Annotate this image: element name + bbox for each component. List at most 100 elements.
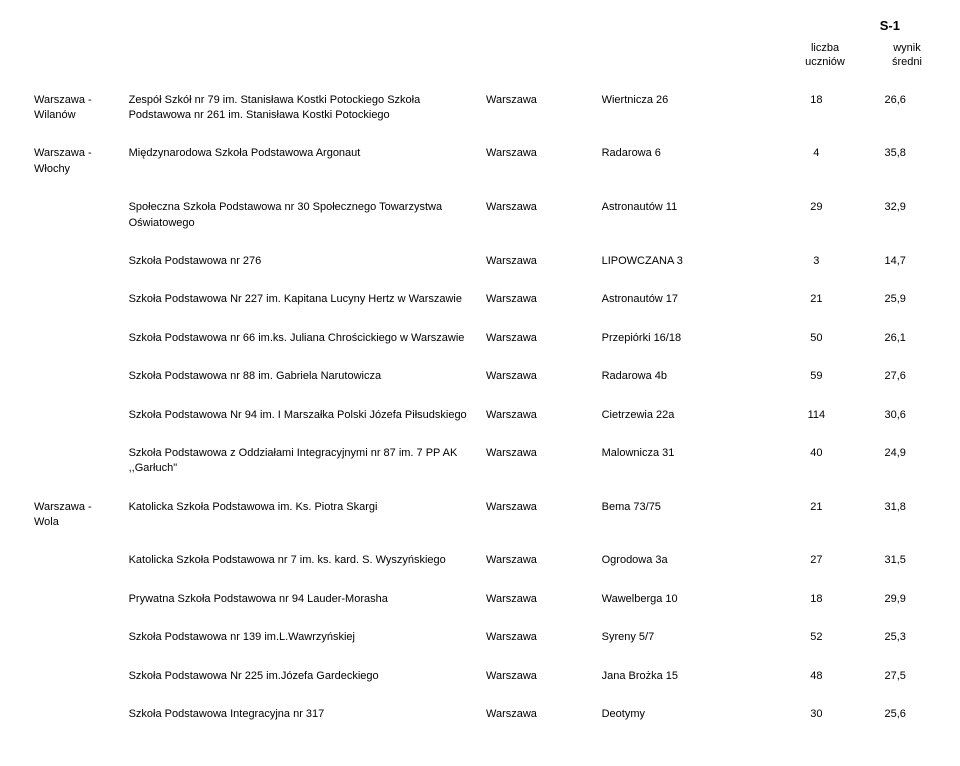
average-cell: 27,5 xyxy=(858,660,932,698)
average-cell: 25,3 xyxy=(858,621,932,659)
address-cell: Wawelberga 10 xyxy=(596,583,775,621)
city-cell: Warszawa xyxy=(480,137,596,191)
school-cell: Zespół Szkół nr 79 im. Stanisława Kostki… xyxy=(123,84,480,138)
students-cell: 52 xyxy=(774,621,858,659)
school-cell: Szkoła Podstawowa Integracyjna nr 317 xyxy=(123,698,480,736)
header-average: wynik średni xyxy=(882,41,932,70)
school-cell: Szkoła Podstawowa nr 88 im. Gabriela Nar… xyxy=(123,360,480,398)
header-average-line2: średni xyxy=(892,56,922,68)
city-cell: Warszawa xyxy=(480,621,596,659)
students-cell: 40 xyxy=(774,437,858,491)
district-cell xyxy=(28,544,123,582)
address-cell: Syreny 5/7 xyxy=(596,621,775,659)
school-cell: Społeczna Szkoła Podstawowa nr 30 Społec… xyxy=(123,191,480,245)
students-cell: 59 xyxy=(774,360,858,398)
average-cell: 32,9 xyxy=(858,191,932,245)
school-cell: Katolicka Szkoła Podstawowa nr 7 im. ks.… xyxy=(123,544,480,582)
district-cell xyxy=(28,245,123,283)
average-cell: 31,8 xyxy=(858,491,932,545)
average-cell: 26,6 xyxy=(858,84,932,138)
page-container: S-1 liczba uczniów wynik średni Warszawa… xyxy=(0,0,960,766)
address-cell: Wiertnicza 26 xyxy=(596,84,775,138)
address-cell: LIPOWCZANA 3 xyxy=(596,245,775,283)
students-cell: 48 xyxy=(774,660,858,698)
students-cell: 30 xyxy=(774,698,858,736)
district-cell xyxy=(28,399,123,437)
district-cell xyxy=(28,583,123,621)
students-cell: 3 xyxy=(774,245,858,283)
district-cell: Warszawa - Włochy xyxy=(28,137,123,191)
city-cell: Warszawa xyxy=(480,698,596,736)
table-row: Społeczna Szkoła Podstawowa nr 30 Społec… xyxy=(28,191,932,245)
city-cell: Warszawa xyxy=(480,283,596,321)
district-cell xyxy=(28,698,123,736)
header-students-line2: uczniów xyxy=(805,56,845,68)
header-average-line1: wynik xyxy=(893,42,921,54)
table-row: Szkoła Podstawowa nr 276WarszawaLIPOWCZA… xyxy=(28,245,932,283)
school-cell: Międzynarodowa Szkoła Podstawowa Argonau… xyxy=(123,137,480,191)
average-cell: 27,6 xyxy=(858,360,932,398)
address-cell: Astronautów 17 xyxy=(596,283,775,321)
city-cell: Warszawa xyxy=(480,583,596,621)
school-cell: Szkoła Podstawowa Nr 227 im. Kapitana Lu… xyxy=(123,283,480,321)
district-cell xyxy=(28,322,123,360)
average-cell: 30,6 xyxy=(858,399,932,437)
table-row: Warszawa - WłochyMiędzynarodowa Szkoła P… xyxy=(28,137,932,191)
city-cell: Warszawa xyxy=(480,322,596,360)
address-cell: Astronautów 11 xyxy=(596,191,775,245)
address-cell: Jana Brożka 15 xyxy=(596,660,775,698)
city-cell: Warszawa xyxy=(480,84,596,138)
header-students: liczba uczniów xyxy=(800,41,850,70)
school-cell: Szkoła Podstawowa Nr 94 im. I Marszałka … xyxy=(123,399,480,437)
city-cell: Warszawa xyxy=(480,245,596,283)
page-code: S-1 xyxy=(880,18,900,33)
city-cell: Warszawa xyxy=(480,399,596,437)
average-cell: 14,7 xyxy=(858,245,932,283)
district-cell xyxy=(28,660,123,698)
average-cell: 35,8 xyxy=(858,137,932,191)
table-row: Katolicka Szkoła Podstawowa nr 7 im. ks.… xyxy=(28,544,932,582)
table-row: Szkoła Podstawowa Nr 94 im. I Marszałka … xyxy=(28,399,932,437)
average-cell: 29,9 xyxy=(858,583,932,621)
school-cell: Szkoła Podstawowa nr 66 im.ks. Juliana C… xyxy=(123,322,480,360)
schools-table-body: Warszawa - WilanówZespół Szkół nr 79 im.… xyxy=(28,84,932,737)
table-row: Szkoła Podstawowa nr 66 im.ks. Juliana C… xyxy=(28,322,932,360)
header-students-line1: liczba xyxy=(811,42,839,54)
table-row: Szkoła Podstawowa nr 139 im.L.Wawrzyński… xyxy=(28,621,932,659)
district-cell: Warszawa - Wola xyxy=(28,491,123,545)
table-row: Szkoła Podstawowa nr 88 im. Gabriela Nar… xyxy=(28,360,932,398)
address-cell: Radarowa 6 xyxy=(596,137,775,191)
page-header: S-1 liczba uczniów wynik średni xyxy=(28,18,932,70)
city-cell: Warszawa xyxy=(480,544,596,582)
students-cell: 114 xyxy=(774,399,858,437)
address-cell: Deotymy xyxy=(596,698,775,736)
students-cell: 18 xyxy=(774,84,858,138)
school-cell: Prywatna Szkoła Podstawowa nr 94 Lauder-… xyxy=(123,583,480,621)
column-headers: liczba uczniów wynik średni xyxy=(800,41,932,70)
students-cell: 4 xyxy=(774,137,858,191)
district-cell xyxy=(28,283,123,321)
table-row: Szkoła Podstawowa z Oddziałami Integracy… xyxy=(28,437,932,491)
school-cell: Szkoła Podstawowa Nr 225 im.Józefa Garde… xyxy=(123,660,480,698)
school-cell: Katolicka Szkoła Podstawowa im. Ks. Piot… xyxy=(123,491,480,545)
students-cell: 27 xyxy=(774,544,858,582)
district-cell xyxy=(28,191,123,245)
city-cell: Warszawa xyxy=(480,360,596,398)
average-cell: 31,5 xyxy=(858,544,932,582)
table-row: Szkoła Podstawowa Nr 225 im.Józefa Garde… xyxy=(28,660,932,698)
district-cell xyxy=(28,360,123,398)
address-cell: Malownicza 31 xyxy=(596,437,775,491)
address-cell: Cietrzewia 22a xyxy=(596,399,775,437)
city-cell: Warszawa xyxy=(480,191,596,245)
school-cell: Szkoła Podstawowa nr 276 xyxy=(123,245,480,283)
table-row: Warszawa - WolaKatolicka Szkoła Podstawo… xyxy=(28,491,932,545)
table-row: Warszawa - WilanówZespół Szkół nr 79 im.… xyxy=(28,84,932,138)
schools-table: Warszawa - WilanówZespół Szkół nr 79 im.… xyxy=(28,84,932,737)
school-cell: Szkoła Podstawowa nr 139 im.L.Wawrzyński… xyxy=(123,621,480,659)
average-cell: 24,9 xyxy=(858,437,932,491)
district-cell xyxy=(28,621,123,659)
students-cell: 18 xyxy=(774,583,858,621)
address-cell: Bema 73/75 xyxy=(596,491,775,545)
address-cell: Ogrodowa 3a xyxy=(596,544,775,582)
students-cell: 21 xyxy=(774,491,858,545)
